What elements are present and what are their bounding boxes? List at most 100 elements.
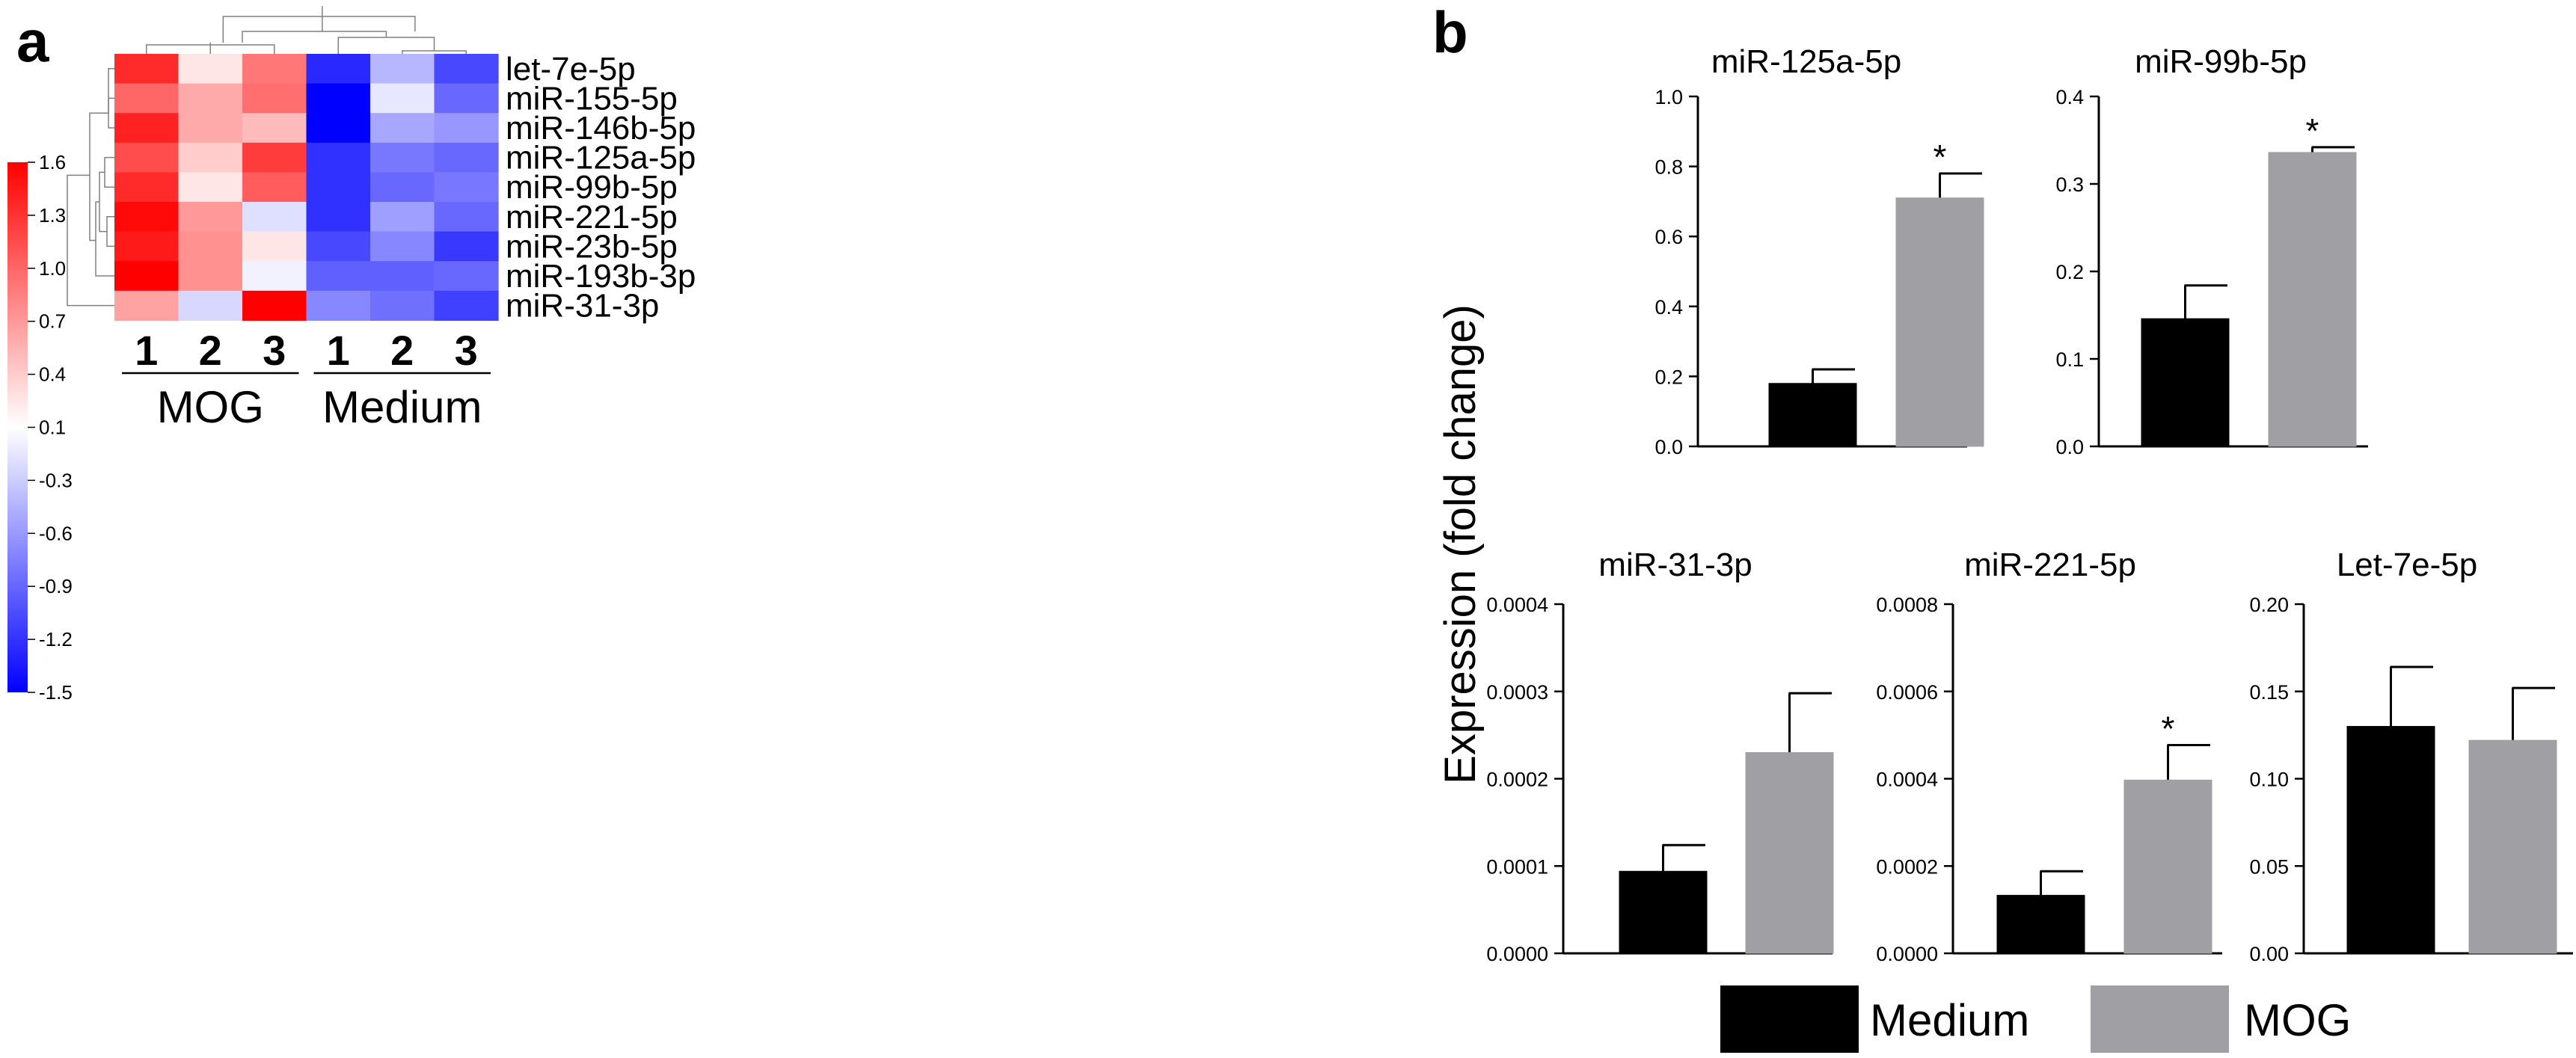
panel-label-a: a bbox=[16, 8, 49, 74]
heatmap-row-label: miR-146b-5p bbox=[506, 110, 696, 147]
bar-subchart: 0.0 0.1 0.2 0.3 0.4 miR-99b-5p * bbox=[2055, 43, 2368, 458]
heatmap-cell bbox=[306, 83, 371, 114]
heatmap-row-label: miR-99b-5p bbox=[506, 169, 678, 206]
bar-medium bbox=[1619, 870, 1708, 954]
heatmap-cell bbox=[370, 202, 435, 233]
bar-y-axis-label: Expression (fold change) bbox=[1436, 304, 1485, 784]
bar-medium bbox=[2141, 318, 2230, 447]
row-dendrogram-branch bbox=[95, 201, 114, 277]
heatmap-cell bbox=[114, 202, 180, 233]
bar-y-tick-label: 0.05 bbox=[2249, 855, 2289, 878]
row-dendrogram-branch bbox=[108, 97, 114, 129]
heatmap-cell bbox=[178, 142, 243, 173]
bar-y-tick-label: 0.6 bbox=[1655, 226, 1683, 248]
heatmap-cell bbox=[306, 261, 371, 292]
heatmap-cell bbox=[114, 172, 180, 203]
heatmap-cell bbox=[114, 142, 180, 173]
heatmap-column-label: 3 bbox=[263, 327, 286, 374]
heatmap-cell bbox=[370, 172, 435, 203]
heatmap-cell bbox=[370, 231, 435, 262]
colorbar-tick-label: 1.0 bbox=[39, 257, 66, 280]
bar-chart-title: miR-221-5p bbox=[1964, 547, 2136, 583]
significance-star: * bbox=[1933, 138, 1947, 176]
row-dendrogram-branch bbox=[106, 216, 114, 247]
heatmap-row-label: miR-155-5p bbox=[506, 80, 678, 117]
heatmap-colorbar: 1.6 1.3 1.0 0.7 0.4 0.1 -0.3 -0.6 -0.9 -1.2 -1.5 bbox=[7, 151, 73, 704]
heatmap-cell bbox=[434, 54, 499, 84]
significance-star: * bbox=[2306, 111, 2319, 150]
bar-subchart: 0.0000 0.0002 0.0004 0.0006 0.0008 miR-221-5p… bbox=[1876, 547, 2222, 965]
heatmap-cell bbox=[242, 83, 307, 114]
heatmap-cell bbox=[306, 113, 371, 144]
heatmap-column-label: 1 bbox=[135, 327, 158, 374]
bar-y-tick-label: 0.4 bbox=[2055, 86, 2084, 108]
bar-y-tick-label: 0.0008 bbox=[1876, 594, 1938, 616]
colorbar-gradient-bar bbox=[7, 162, 28, 692]
heatmap-cell bbox=[370, 290, 435, 321]
heatmap-row-label: miR-125a-5p bbox=[506, 140, 696, 176]
bar-y-tick-label: 0.2 bbox=[2055, 261, 2084, 283]
heatmap-cell bbox=[114, 231, 180, 262]
bar-y-tick-label: 0.0006 bbox=[1876, 681, 1938, 704]
row-dendrogram-branch bbox=[108, 68, 114, 114]
bar-y-tick-label: 0.0000 bbox=[1876, 943, 1938, 965]
bar-y-tick-label: 1.0 bbox=[1655, 86, 1683, 108]
heatmap-cell bbox=[434, 261, 499, 292]
heatmap-column-label: 2 bbox=[199, 327, 222, 374]
panel-label-b: b bbox=[1432, 0, 1468, 65]
bar-chart-title: miR-125a-5p bbox=[1711, 43, 1901, 80]
colorbar-tick-label: 0.4 bbox=[39, 363, 66, 386]
heatmap-cell bbox=[370, 261, 435, 292]
bar-y-tick-label: 0.0001 bbox=[1486, 855, 1548, 878]
heatmap-cell bbox=[434, 231, 499, 262]
bar-y-tick-label: 0.0 bbox=[1655, 436, 1683, 458]
bar-legend: Medium MOG bbox=[1720, 985, 2351, 1053]
row-dendrogram-branch bbox=[67, 174, 114, 307]
heatmap-cell bbox=[178, 54, 243, 84]
heatmap-cell bbox=[178, 172, 243, 203]
heatmap-cell bbox=[370, 142, 435, 173]
heatmap-cell bbox=[114, 290, 180, 321]
colorbar-tick-label: 0.7 bbox=[39, 310, 66, 333]
heatmap-cell bbox=[434, 172, 499, 203]
bar-y-tick-label: 0.0 bbox=[2055, 436, 2084, 458]
heatmap-cell bbox=[306, 290, 371, 321]
heatmap-cell bbox=[434, 113, 499, 144]
bar-y-tick-label: 0.0000 bbox=[1486, 943, 1548, 965]
heatmap-cell bbox=[434, 83, 499, 114]
heatmap-cell bbox=[178, 202, 243, 233]
colorbar-tick-label: 1.3 bbox=[39, 204, 66, 227]
bar-y-tick-label: 0.8 bbox=[1655, 156, 1683, 179]
legend-swatch-mog bbox=[2091, 985, 2229, 1053]
heatmap-cell bbox=[178, 290, 243, 321]
heatmap-cell bbox=[242, 142, 307, 173]
bar-y-tick-label: 0.4 bbox=[1655, 296, 1683, 319]
bar-mog bbox=[1745, 751, 1834, 954]
heatmap-row-label: miR-23b-5p bbox=[506, 228, 678, 265]
significance-star: * bbox=[2162, 710, 2175, 748]
heatmap-cell bbox=[306, 54, 371, 84]
heatmap-cell bbox=[178, 113, 243, 144]
bar-subchart: 0.0 0.2 0.4 0.6 0.8 1.0 miR-125a-5p * bbox=[1655, 43, 1984, 458]
heatmap-row-label: miR-221-5p bbox=[506, 199, 678, 236]
column-dendrogram-branch bbox=[242, 31, 387, 43]
heatmap-cell bbox=[114, 83, 180, 114]
heatmap-cell bbox=[114, 54, 180, 84]
bar-y-tick-label: 0.0004 bbox=[1876, 769, 1938, 791]
heatmap-column-label: 3 bbox=[455, 327, 478, 374]
bar-mog bbox=[2123, 779, 2212, 954]
heatmap-cell bbox=[306, 142, 371, 173]
heatmap-cell bbox=[242, 261, 307, 292]
heatmap-cell bbox=[178, 261, 243, 292]
legend-swatch-medium bbox=[1720, 985, 1859, 1053]
heatmap-cell bbox=[178, 83, 243, 114]
row-dendrogram-branch bbox=[89, 112, 108, 242]
bar-chart-panel: 0.00.20.40.60.81.0miR-125a-5p*0.00.10.20… bbox=[1486, 43, 2573, 965]
row-dendrogram-branch bbox=[99, 171, 107, 233]
heatmap-cell bbox=[306, 172, 371, 203]
bar-mog bbox=[2468, 739, 2557, 954]
heatmap-column-label: 1 bbox=[327, 327, 350, 374]
heatmap-row-label: let-7e-5p bbox=[506, 51, 636, 87]
heatmap-cell bbox=[114, 261, 180, 292]
